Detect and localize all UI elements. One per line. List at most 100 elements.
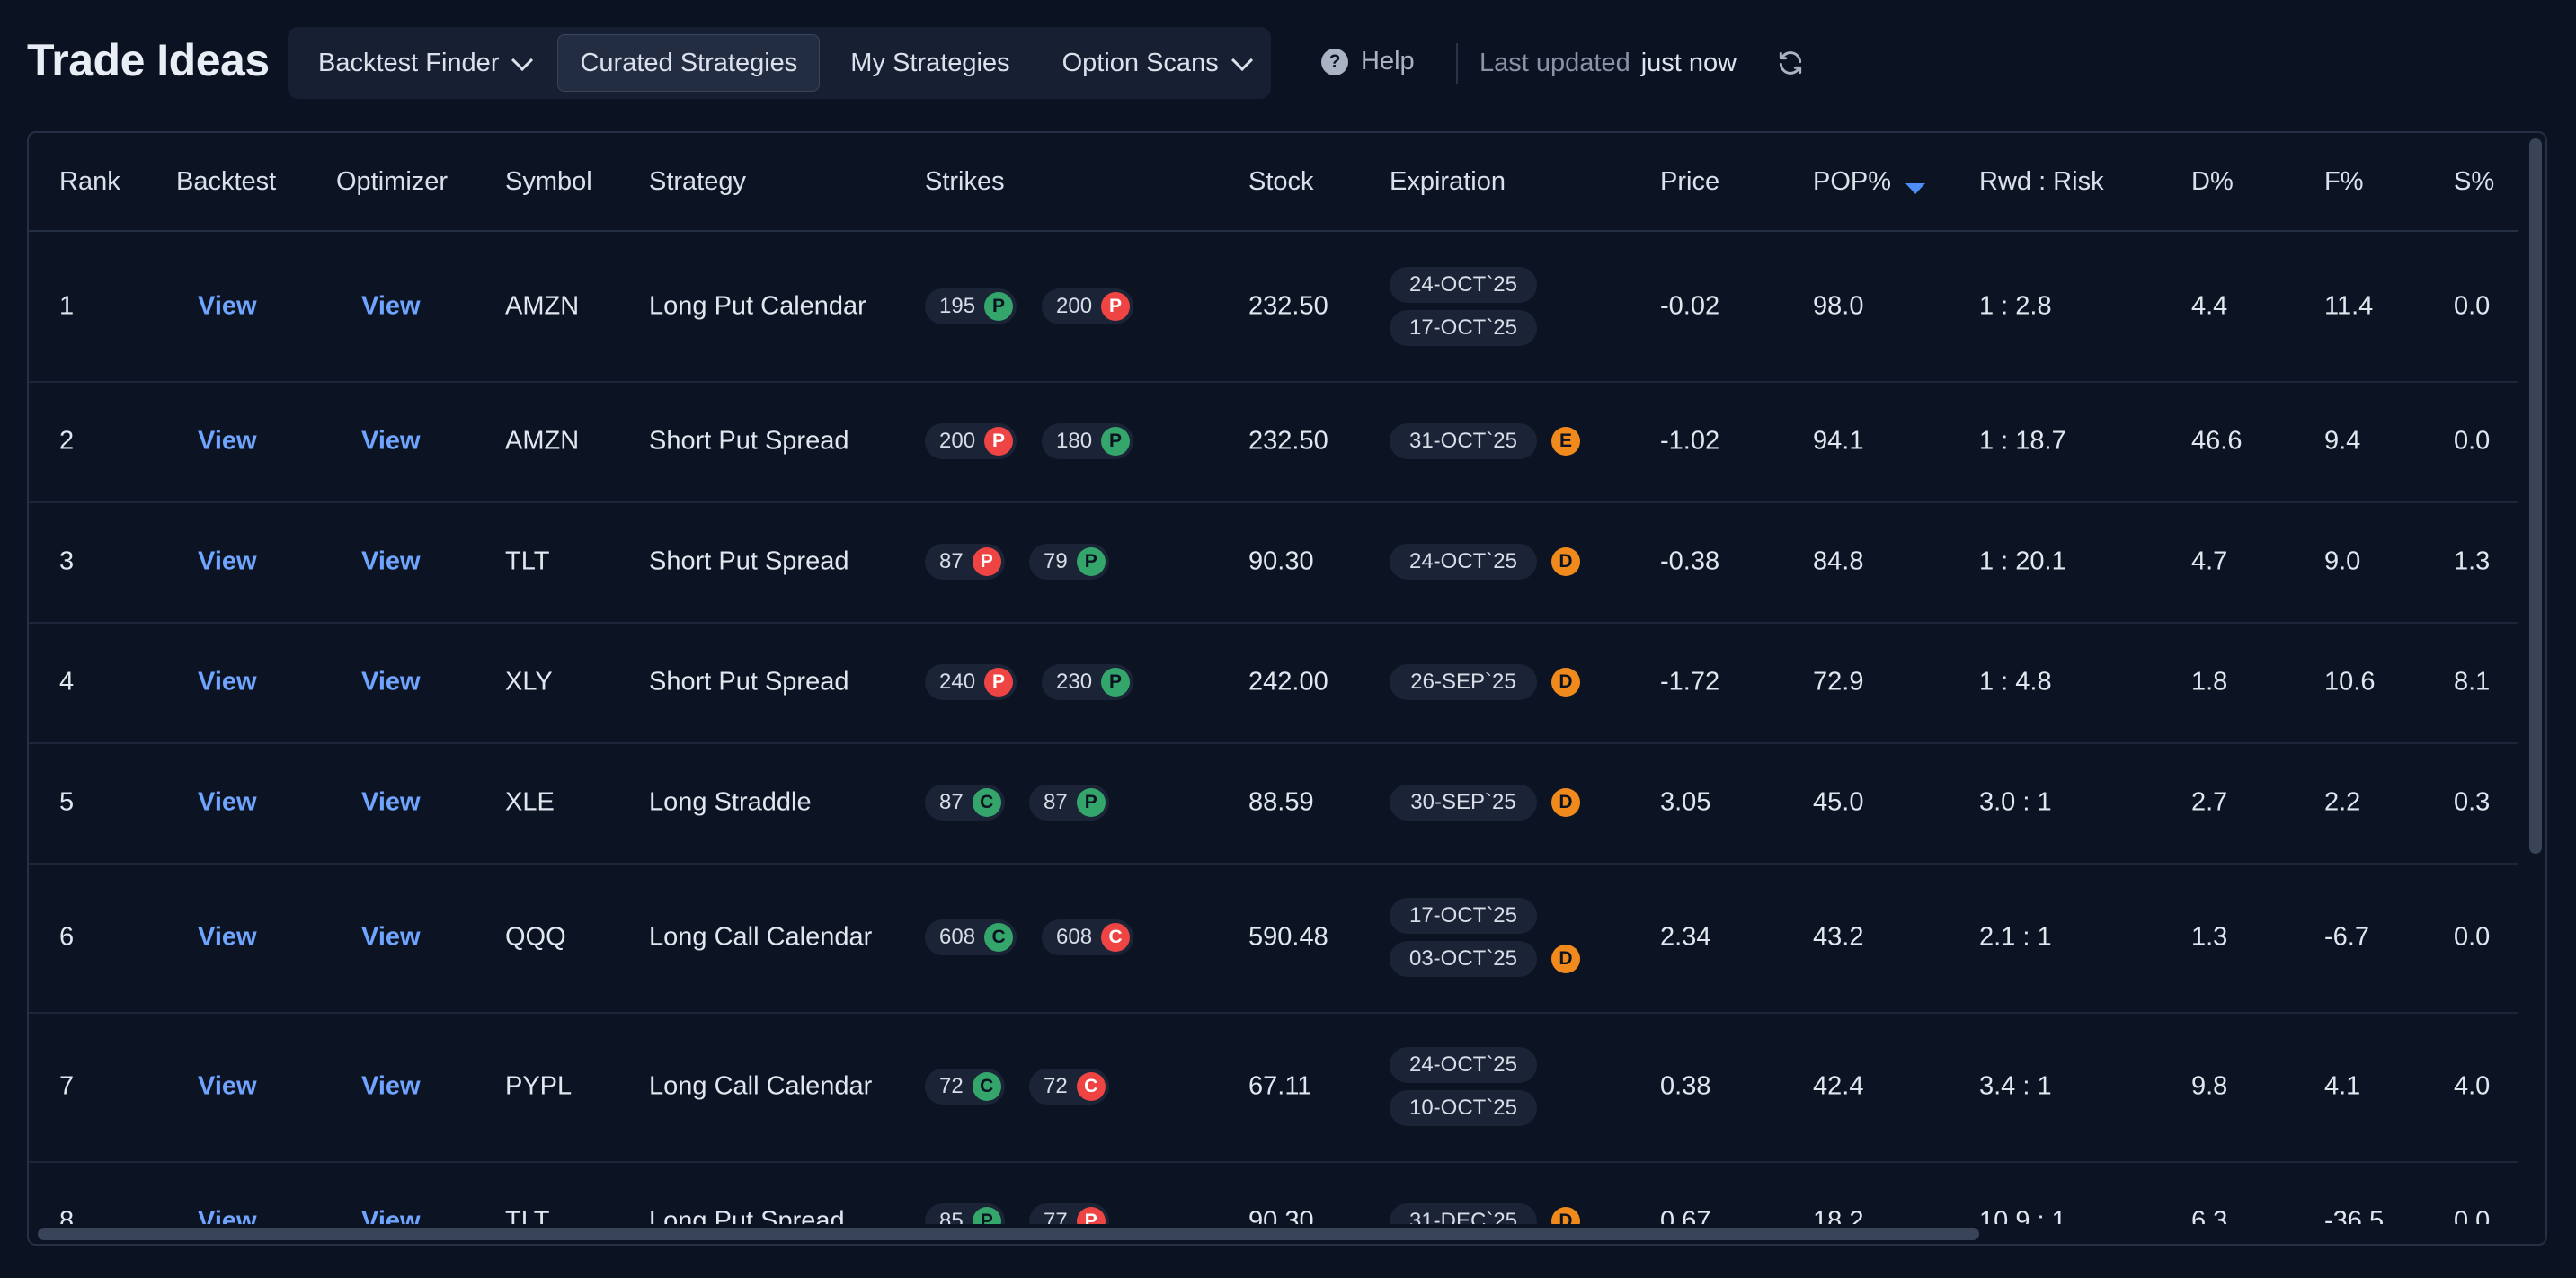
strike-chip: 240 P	[925, 664, 1017, 700]
column-header-price[interactable]: Price	[1660, 167, 1720, 196]
help-label: Help	[1361, 47, 1415, 75]
optimizer-view-link[interactable]: View	[361, 922, 421, 952]
d-pct-cell: 9.8	[2191, 1071, 2228, 1101]
refresh-icon[interactable]	[1776, 49, 1805, 77]
event-badge: D	[1551, 668, 1580, 697]
backtest-view-link[interactable]: View	[198, 1071, 257, 1101]
question-icon: ?	[1321, 48, 1348, 75]
strike-chip: 72 C	[925, 1069, 1005, 1105]
reward-risk-cell: 1 : 20.1	[1979, 546, 2066, 576]
symbol-cell: TLT	[505, 546, 550, 576]
strike-chip: 87 C	[925, 785, 1005, 821]
d-pct-cell: 2.7	[2191, 787, 2228, 817]
strike-type-badge: C	[1101, 923, 1131, 952]
expiration-chip: 17-OCT`25	[1390, 898, 1537, 934]
d-pct-cell: 46.6	[2191, 426, 2243, 456]
help-button[interactable]: ? Help	[1321, 47, 1415, 76]
strike-value: 230	[1056, 670, 1093, 694]
d-pct-cell: 4.7	[2191, 546, 2228, 576]
column-header-d-pct[interactable]: D%	[2191, 167, 2234, 196]
backtest-view-link[interactable]: View	[198, 667, 257, 697]
trade-ideas-table: Rank Backtest Optimizer Symbol Strategy …	[27, 131, 2547, 1246]
table-row: 6 View View QQQ Long Call Calendar 608 C 608 C 59…	[29, 863, 2518, 1014]
tab-label: My Strategies	[850, 48, 1010, 77]
tab-backtest-finder[interactable]: Backtest Finder	[297, 34, 548, 92]
column-header-optimizer[interactable]: Optimizer	[336, 167, 449, 196]
optimizer-view-link[interactable]: View	[361, 546, 421, 576]
optimizer-view-link[interactable]: View	[361, 291, 421, 321]
stock-cell: 590.48	[1248, 922, 1328, 952]
backtest-view-link[interactable]: View	[198, 546, 257, 576]
column-header-backtest[interactable]: Backtest	[176, 167, 277, 196]
column-header-f-pct[interactable]: F%	[2324, 167, 2364, 196]
column-header-reward-risk[interactable]: Rwd : Risk	[1979, 167, 2104, 196]
f-pct-cell: 10.6	[2324, 667, 2376, 697]
horizontal-scrollbar-thumb[interactable]	[38, 1228, 1979, 1240]
rank-cell: 3	[59, 546, 75, 576]
event-badge: D	[1551, 788, 1580, 817]
strike-type-badge: P	[1076, 547, 1106, 576]
tab-my-strategies[interactable]: My Strategies	[829, 34, 1031, 92]
tab-label: Backtest Finder	[318, 48, 500, 77]
rank-cell: 7	[59, 1071, 75, 1101]
strike-chip: 195 P	[925, 288, 1017, 324]
column-header-strategy[interactable]: Strategy	[649, 167, 746, 196]
optimizer-view-link[interactable]: View	[361, 426, 421, 456]
s-pct-cell: 8.1	[2454, 667, 2491, 697]
column-header-rank[interactable]: Rank	[59, 167, 120, 196]
reward-risk-cell: 3.0 : 1	[1979, 787, 2052, 817]
strike-type-badge: C	[972, 1072, 1001, 1101]
strike-chip: 200 P	[1042, 288, 1134, 324]
strategy-cell: Long Call Calendar	[649, 922, 873, 952]
vertical-scrollbar-thumb[interactable]	[2529, 138, 2542, 854]
optimizer-view-link[interactable]: View	[361, 667, 421, 697]
tab-curated-strategies[interactable]: Curated Strategies	[557, 34, 821, 92]
backtest-view-link[interactable]: View	[198, 426, 257, 456]
stock-cell: 67.11	[1248, 1071, 1312, 1101]
table-row: 4 View View XLY Short Put Spread 240 P 230 P 242.…	[29, 622, 2518, 744]
backtest-view-link[interactable]: View	[198, 922, 257, 952]
strategy-cell: Long Straddle	[649, 787, 812, 817]
column-header-stock[interactable]: Stock	[1248, 167, 1314, 196]
strike-type-badge: P	[1101, 292, 1131, 321]
strike-chip: 72 C	[1029, 1069, 1109, 1105]
optimizer-view-link[interactable]: View	[361, 1071, 421, 1101]
tab-option-scans[interactable]: Option Scans	[1041, 34, 1268, 92]
backtest-view-link[interactable]: View	[198, 787, 257, 817]
strategy-cell: Short Put Spread	[649, 546, 849, 576]
rank-cell: 1	[59, 291, 75, 321]
strike-type-badge: P	[972, 547, 1001, 576]
vertical-scrollbar[interactable]	[2527, 138, 2544, 1242]
strike-chip: 608 C	[925, 919, 1017, 955]
reward-risk-cell: 1 : 4.8	[1979, 667, 2052, 697]
table-row: 1 View View AMZN Long Put Calendar 195 P 200 P 23…	[29, 232, 2518, 383]
page-title: Trade Ideas	[27, 35, 270, 85]
table-header: Rank Backtest Optimizer Symbol Strategy …	[29, 133, 2518, 232]
price-cell: -1.72	[1660, 667, 1720, 697]
strike-value: 200	[1056, 294, 1093, 318]
s-pct-cell: 0.0	[2454, 922, 2491, 952]
optimizer-view-link[interactable]: View	[361, 787, 421, 817]
column-header-symbol[interactable]: Symbol	[505, 167, 592, 196]
strategy-cell: Long Put Calendar	[649, 291, 866, 321]
backtest-view-link[interactable]: View	[198, 291, 257, 321]
d-pct-cell: 1.8	[2191, 667, 2228, 697]
column-header-strikes[interactable]: Strikes	[925, 167, 1005, 196]
f-pct-cell: 4.1	[2324, 1071, 2361, 1101]
expiration-chip: 31-OCT`25	[1390, 423, 1537, 459]
column-header-expiration[interactable]: Expiration	[1390, 167, 1506, 196]
symbol-cell: QQQ	[505, 922, 566, 952]
strike-type-badge: P	[1101, 668, 1131, 697]
sort-descending-icon	[1905, 183, 1926, 194]
column-header-pop[interactable]: POP%	[1813, 167, 1926, 197]
d-pct-cell: 1.3	[2191, 922, 2228, 952]
pop-cell: 84.8	[1813, 546, 1864, 576]
symbol-cell: XLY	[505, 667, 553, 697]
stock-cell: 242.00	[1248, 667, 1328, 697]
event-badge: E	[1551, 427, 1580, 456]
symbol-cell: AMZN	[505, 426, 580, 456]
column-header-s-pct[interactable]: S%	[2454, 167, 2495, 196]
expiration-chip: 24-OCT`25	[1390, 267, 1537, 303]
horizontal-scrollbar[interactable]	[29, 1224, 2545, 1244]
expiration-chip: 24-OCT`25	[1390, 544, 1537, 580]
